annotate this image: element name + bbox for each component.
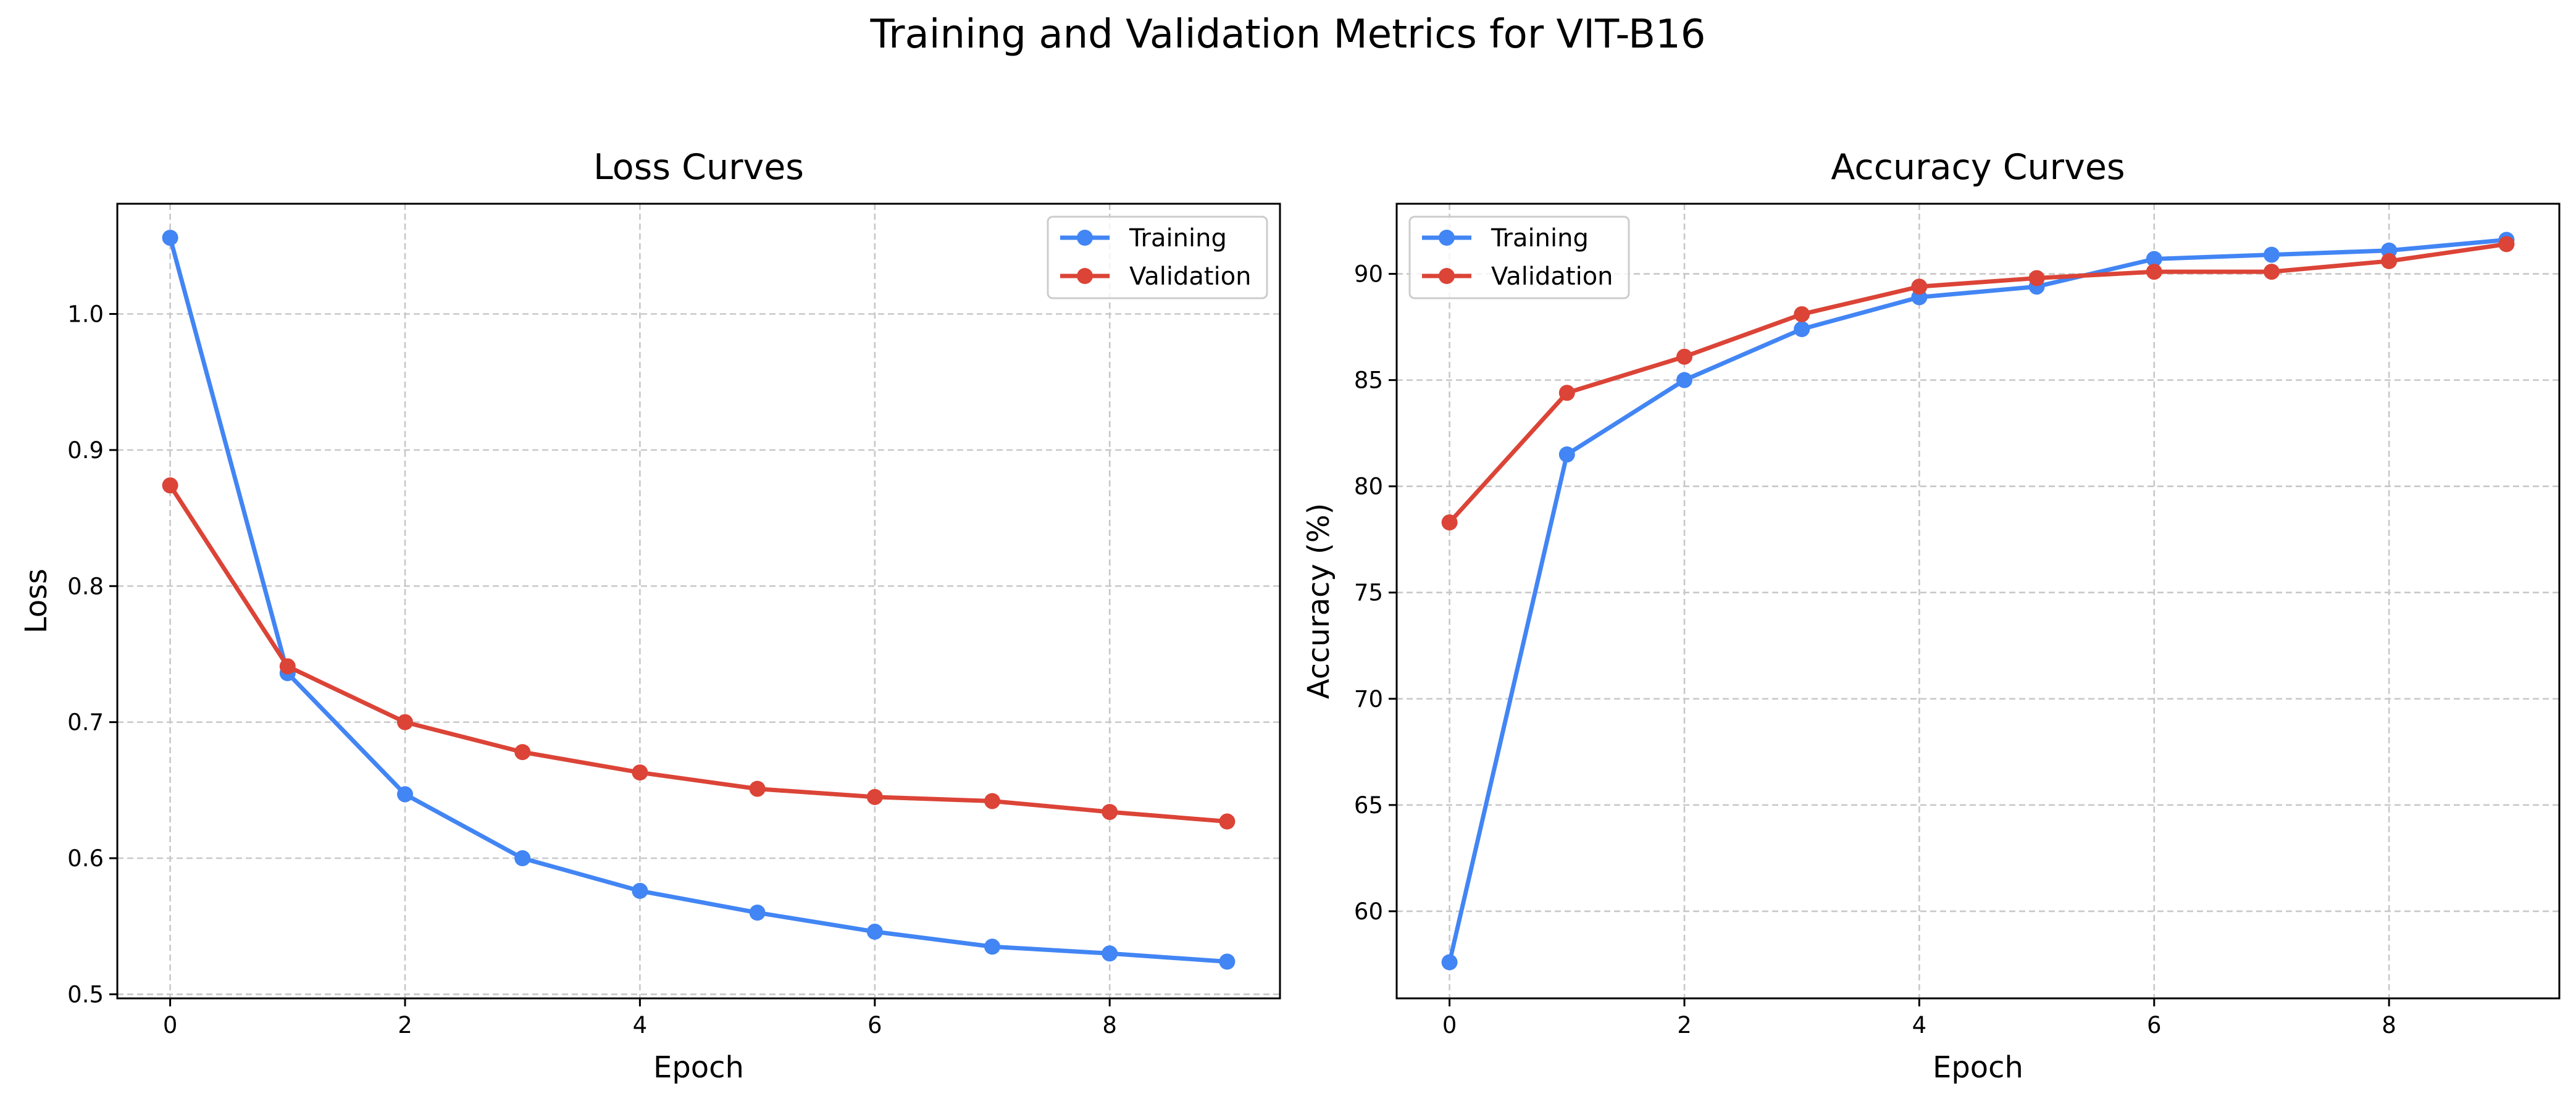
legend-marker-validation	[1077, 268, 1093, 284]
y-tick-label: 0.7	[67, 709, 104, 736]
y-axis-label: Loss	[19, 569, 54, 633]
y-tick-label: 0.6	[67, 845, 104, 872]
x-tick-label: 8	[1102, 1012, 1117, 1038]
data-point-training	[984, 938, 1001, 955]
data-point-validation	[984, 793, 1001, 809]
data-point-validation	[514, 744, 531, 761]
x-tick-label: 0	[163, 1012, 178, 1038]
legend-marker-validation	[1439, 268, 1455, 284]
legend-marker-training	[1077, 230, 1093, 246]
data-point-training	[1794, 321, 1810, 338]
figure-title: Training and Validation Metrics for VIT-…	[869, 12, 1705, 57]
legend-label-training: Training	[1491, 224, 1589, 253]
series-line-training	[1447, 238, 2509, 964]
y-tick-label: 0.5	[67, 981, 104, 1008]
x-tick-label: 6	[868, 1012, 882, 1038]
y-tick-label: 85	[1354, 367, 1383, 394]
data-point-training	[1441, 954, 1458, 971]
legend: Training Validation	[1408, 215, 1630, 299]
y-tick-label: 75	[1354, 580, 1383, 606]
y-tick-label: 0.8	[67, 573, 104, 600]
data-point-validation	[396, 714, 413, 730]
data-point-training	[162, 230, 178, 246]
data-point-training	[2146, 251, 2162, 267]
data-point-training	[1219, 953, 1236, 970]
chart-panel-accuracy: 0 2 4 6 8 60 65 70 75 80 85 90 Accuracy Curves Epoch A…	[1302, 147, 2561, 1085]
data-point-training	[632, 882, 648, 899]
data-point-validation	[866, 788, 883, 805]
x-axis-label: Epoch	[653, 1050, 744, 1085]
data-point-validation	[279, 658, 296, 675]
data-point-validation	[749, 780, 766, 797]
legend-label-validation: Validation	[1491, 262, 1613, 291]
legend: Training Validation	[1047, 215, 1268, 299]
data-point-training	[396, 786, 413, 803]
data-point-validation	[1911, 278, 1928, 295]
y-axis-label: Accuracy (%)	[1302, 503, 1336, 699]
data-point-validation	[1794, 306, 1810, 322]
data-point-validation	[2381, 253, 2398, 269]
x-tick-label: 0	[1442, 1012, 1457, 1038]
data-point-validation	[1558, 385, 1575, 401]
data-point-validation	[162, 477, 178, 494]
series-line-training	[168, 235, 1229, 964]
y-tick-label: 90	[1354, 261, 1383, 288]
data-point-training	[1102, 945, 1118, 962]
data-point-validation	[1441, 514, 1458, 531]
data-point-validation	[1219, 813, 1236, 830]
data-point-validation	[2028, 270, 2045, 286]
y-tick-label: 65	[1354, 792, 1383, 819]
legend-marker-training	[1439, 230, 1455, 246]
chart-panel-loss: 0 2 4 6 8 0.5 0.6 0.7 0.8 0.9 1.0 Loss Curves Epoch L…	[19, 147, 1281, 1085]
x-tick-label: 2	[398, 1012, 412, 1038]
data-point-validation	[2264, 264, 2280, 280]
data-point-training	[1676, 372, 1692, 388]
data-point-validation	[2146, 264, 2162, 280]
x-tick-label: 4	[1912, 1012, 1927, 1038]
series-line-validation	[1447, 241, 2509, 525]
data-point-training	[866, 924, 883, 940]
legend-label-validation: Validation	[1129, 262, 1252, 291]
data-point-validation	[2498, 236, 2515, 253]
x-tick-label: 6	[2147, 1012, 2162, 1038]
data-point-validation	[1676, 348, 1692, 365]
x-tick-label: 8	[2382, 1012, 2396, 1038]
y-tick-label: 70	[1354, 686, 1383, 712]
data-point-validation	[632, 764, 648, 781]
legend-label-training: Training	[1129, 224, 1227, 253]
y-tick-label: 60	[1354, 898, 1383, 925]
y-tick-label: 80	[1354, 474, 1383, 500]
plot-frame	[1395, 203, 2561, 1000]
x-tick-label: 2	[1677, 1012, 1692, 1038]
data-point-training	[1558, 446, 1575, 463]
plot-frame	[116, 203, 1281, 1000]
x-tick-label: 4	[633, 1012, 648, 1038]
chart-title: Accuracy Curves	[1831, 147, 2125, 188]
data-point-training	[514, 850, 531, 867]
x-axis-label: Epoch	[1933, 1050, 2023, 1085]
data-point-validation	[1102, 804, 1118, 821]
data-point-training	[2264, 246, 2280, 263]
y-tick-label: 0.9	[67, 437, 104, 464]
chart-title: Loss Curves	[593, 147, 804, 188]
y-tick-label: 1.0	[67, 301, 104, 328]
series-line-validation	[168, 483, 1229, 824]
data-point-training	[749, 905, 766, 921]
